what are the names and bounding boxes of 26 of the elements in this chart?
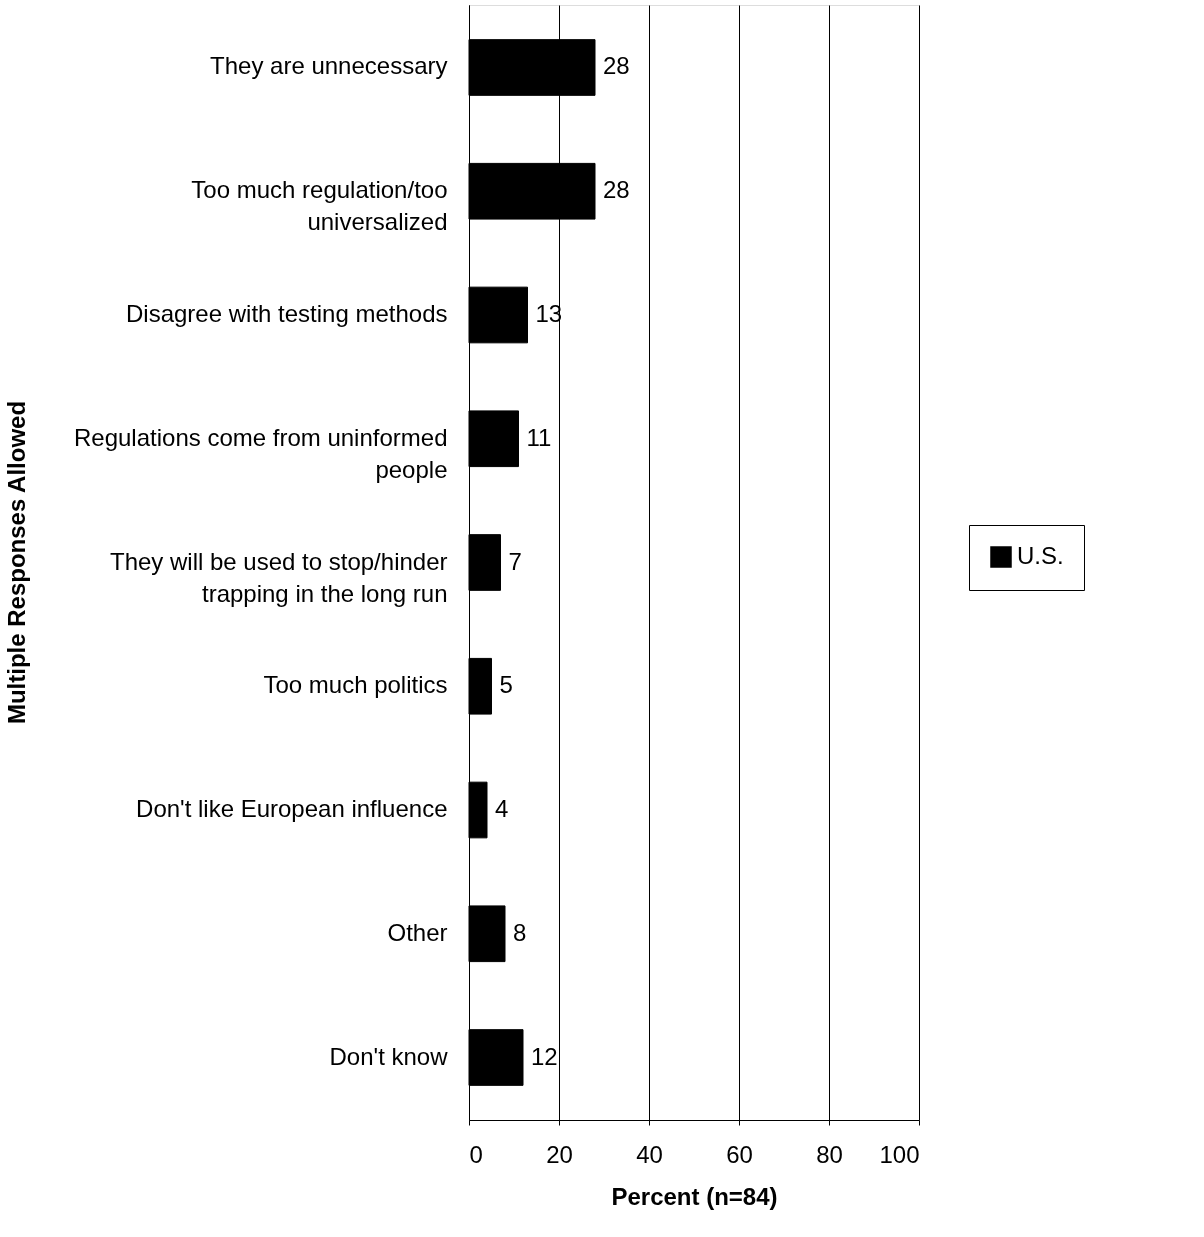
data-label: 7 [508,547,522,575]
y-tick-label: Too much politics [263,671,448,699]
x-tick-label: 0 [469,1140,483,1168]
y-tick-label: Don't know [329,1042,449,1070]
x-tick-label: 80 [816,1140,843,1168]
data-label: 12 [531,1042,558,1070]
y-tick-label: They will be used to stop/hinder trapping in the long run [109,547,448,607]
y-tick-label: Regulations come from uninformed people [73,423,448,483]
y-axis-title: Multiple Responses Allowed [2,400,30,725]
x-axis-title: Percent (n=84) [611,1182,778,1210]
data-label: 28 [603,176,630,204]
x-tick-label: 100 [879,1140,920,1168]
legend-label: U.S. [1017,542,1064,569]
y-tick-label: Other [387,918,448,946]
data-label: 5 [499,671,513,699]
x-tick-label: 60 [726,1140,753,1168]
data-label: 11 [526,423,552,451]
y-tick-label: They are unnecessary [210,52,448,80]
y-tick-label: Disagree with testing methods [126,300,448,327]
y-tick-label: Too much regulation/too universalized [191,176,448,236]
x-tick-label: 40 [636,1140,663,1168]
x-tick-label: 20 [546,1140,573,1168]
data-label: 28 [603,52,630,80]
data-label: 4 [495,795,509,822]
data-label: 8 [513,918,527,946]
y-tick-label: Don't like European influence [136,795,448,822]
